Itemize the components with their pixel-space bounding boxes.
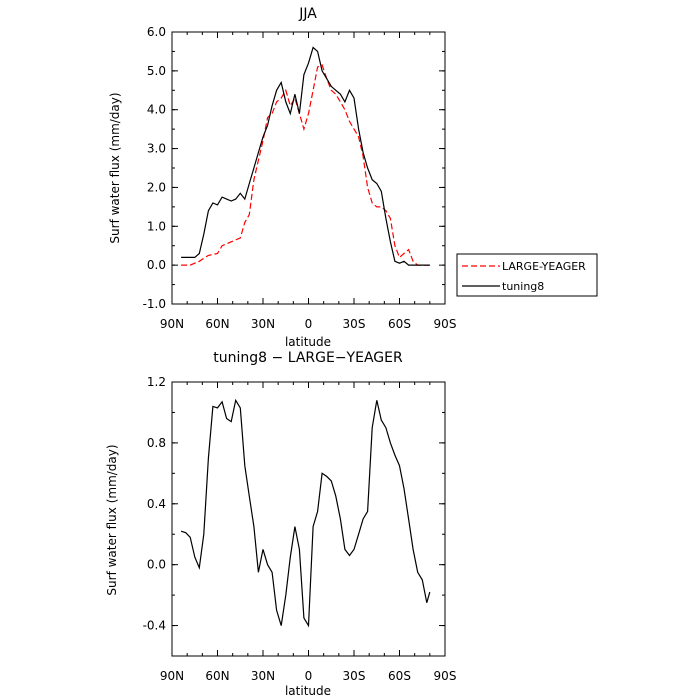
legend-label-large-yeager: LARGE-YEAGER	[502, 260, 586, 273]
bottom-y-tick-label: 0.4	[147, 497, 166, 511]
top-y-tick-label: 0.0	[147, 258, 166, 272]
bottom-y-axis-label: Surf water flux (mm/day)	[105, 444, 119, 595]
bottom-x-tick-label: 30S	[343, 669, 366, 683]
top-x-ticks: 90N 60N 30N 0 30S 60S 90S	[160, 32, 457, 331]
legend-box	[456, 253, 598, 297]
top-chart-title: JJA	[298, 6, 317, 22]
top-x-tick-label: 60N	[205, 317, 229, 331]
top-x-tick-label: 30S	[343, 317, 366, 331]
bottom-y-tick-label: -0.4	[143, 619, 166, 633]
bottom-x-tick-label: 90S	[434, 669, 457, 683]
top-y-tick-label: 5.0	[147, 64, 166, 78]
top-x-tick-label: 60S	[388, 317, 411, 331]
top-y-tick-label: 2.0	[147, 180, 166, 194]
top-x-tick-label: 30N	[251, 317, 275, 331]
top-panel: JJA -1.0 0.0 1.0 2.0 3.0 4.0 5.0 6.0 90N 60N 30N 0…	[108, 6, 598, 349]
top-plot-frame	[171, 31, 446, 305]
top-series-line-tuning8	[181, 46, 430, 266]
bottom-x-tick-label: 30N	[251, 669, 275, 683]
bottom-y-tick-label: 0.8	[147, 436, 166, 450]
top-y-tick-label: -1.0	[143, 297, 166, 311]
bottom-panel: tuning8 − LARGE−YEAGER -0.40.00.40.81.2 …	[105, 350, 456, 698]
bottom-x-tick-label: 60S	[388, 669, 411, 683]
top-y-ticks: -1.0 0.0 1.0 2.0 3.0 4.0 5.0 6.0	[143, 25, 445, 311]
legend: LARGE-YEAGER tuning8	[456, 253, 598, 297]
bottom-series-lines	[180, 398, 431, 628]
bottom-chart-title: tuning8 − LARGE−YEAGER	[213, 350, 403, 366]
legend-label-tuning8: tuning8	[502, 280, 544, 293]
top-x-tick-label: 90N	[160, 317, 184, 331]
top-y-tick-label: 3.0	[147, 142, 166, 156]
top-x-tick-label: 90S	[434, 317, 457, 331]
top-series-lines	[181, 46, 430, 266]
bottom-x-axis-label: latitude	[285, 684, 331, 698]
top-y-axis-label: Surf water flux (mm/day)	[108, 92, 122, 243]
top-y-tick-label: 6.0	[147, 25, 166, 39]
bottom-x-tick-label: 60N	[205, 669, 229, 683]
top-y-tick-label: 1.0	[147, 219, 166, 233]
top-y-tick-label: 4.0	[147, 103, 166, 117]
top-series-line-large-yeager	[181, 64, 430, 266]
top-x-axis-label: latitude	[285, 335, 331, 349]
bottom-y-tick-label: 0.0	[147, 558, 166, 572]
bottom-x-ticks: 90N 60N 30N 0 30S 60S 90S	[160, 382, 457, 683]
top-x-tick-label: 0	[305, 317, 313, 331]
bottom-y-ticks: -0.4 0.0 0.4 0.8 1.2	[143, 375, 445, 657]
bottom-x-tick-label: 0	[305, 669, 313, 683]
bottom-x-tick-label: 90N	[160, 669, 184, 683]
bottom-series-line-difference	[180, 398, 431, 628]
bottom-y-tick-label: 1.2	[147, 375, 166, 389]
